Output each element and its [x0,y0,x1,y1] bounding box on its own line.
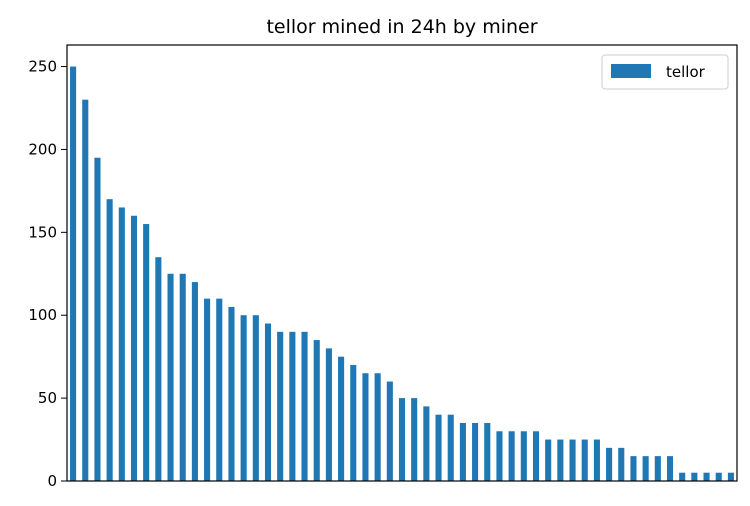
bar-5 [130,215,138,481]
legend-box [601,54,729,90]
bar-41 [569,439,576,481]
bar-48 [654,456,661,481]
y-tick-label: 200 [28,140,57,158]
bar-39 [545,439,552,481]
bar-7 [155,257,162,481]
legend-swatch-tellor [611,64,651,78]
bar-22 [338,356,345,481]
bar-14 [240,315,247,481]
bar-44 [606,447,613,481]
bar-28 [411,398,418,481]
bar-33 [472,422,479,481]
bar-50 [679,472,686,481]
bar-51 [691,472,698,481]
y-tick-label: 150 [28,223,57,241]
legend-label-tellor: tellor [666,63,706,81]
bar-42 [581,439,588,481]
plot-area-frame [66,44,738,482]
legend: tellor [601,54,729,90]
bar-25 [374,373,381,481]
y-tick-label: 100 [28,306,57,324]
bar-2 [94,157,101,481]
bar-34 [484,422,491,481]
bar-30 [435,414,442,481]
bar-31 [447,414,454,481]
bar-36 [508,431,515,481]
bar-53 [715,472,722,481]
bar-38 [532,431,540,481]
y-axis-ticks: 0 50 100 150 200 250 [28,58,67,490]
bar-37 [520,431,527,481]
bar-24 [362,373,369,481]
bar-40 [557,439,564,481]
bars-group [70,66,734,482]
bar-35 [496,431,503,481]
bar-19 [301,331,308,481]
bar-20 [313,340,320,481]
bar-18 [289,331,296,481]
bar-13 [228,306,235,481]
y-tick-label: 250 [28,58,57,76]
bar-26 [386,381,393,481]
bar-27 [398,398,406,481]
bar-16 [264,323,272,481]
bar-8 [167,273,174,481]
bar-15 [252,315,259,481]
y-tick-label: 50 [38,389,57,407]
bar-0 [70,66,77,481]
bar-46 [630,456,637,481]
bar-23 [350,364,357,481]
bar-43 [593,439,600,481]
bar-52 [703,472,710,481]
bar-1 [82,99,89,482]
bar-12 [216,298,223,481]
bar-9 [179,273,186,481]
y-tick-label: 0 [47,472,57,490]
bar-4 [118,207,125,482]
bar-17 [277,331,284,481]
bar-32 [459,422,466,481]
bar-11 [204,298,211,481]
chart-title: tellor mined in 24h by miner [266,16,537,38]
bar-54 [727,472,734,481]
bar-10 [191,282,198,481]
bar-6 [143,224,150,482]
bar-45 [618,447,625,481]
bar-3 [106,199,113,481]
bar-29 [423,406,430,481]
bar-21 [325,348,332,481]
bar-47 [642,456,649,481]
bar-49 [666,456,674,481]
